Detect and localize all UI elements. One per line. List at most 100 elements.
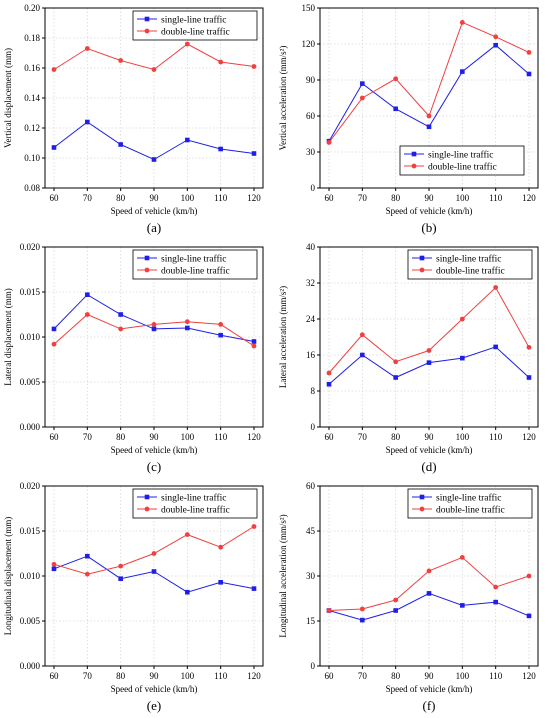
series-double-line: [51, 41, 257, 72]
x-tick-label: 100: [181, 432, 195, 442]
data-point-square: [51, 326, 57, 332]
data-point-circle: [51, 67, 57, 72]
x-tick-label: 110: [214, 193, 228, 203]
data-point-square: [426, 360, 432, 365]
y-axis-label: Lateral acceleration (mm/s²): [278, 286, 288, 388]
panel-label: (e): [147, 698, 161, 713]
data-point-square: [426, 124, 432, 130]
legend-marker-square: [411, 151, 417, 157]
series-single-line: [326, 344, 532, 387]
y-tick-label: 120: [302, 39, 316, 49]
x-tick-label: 120: [522, 432, 536, 442]
data-point-circle: [393, 76, 399, 82]
data-point-square: [118, 142, 123, 147]
panel-label: (c): [147, 459, 161, 474]
legend-label: single-line traffic: [436, 254, 502, 265]
plot-area: 0 8 16 24 32 40 60 70 80 90 100 110 120: [306, 242, 539, 442]
y-tick-label: 0.12: [24, 123, 40, 133]
data-point-circle: [393, 597, 399, 603]
legend-box: [407, 249, 533, 280]
data-point-square: [326, 381, 332, 387]
legend-label: single-line traffic: [161, 254, 227, 265]
data-point-square: [185, 325, 190, 331]
legend-marker-circle: [419, 506, 425, 512]
y-tick-label: 0.14: [24, 93, 40, 103]
x-tick-label: 90: [150, 671, 160, 681]
y-tick-label: 0.010: [20, 571, 41, 581]
legend-label: single-line traffic: [436, 493, 502, 504]
data-point-square: [493, 344, 498, 350]
x-tick-label: 100: [181, 671, 195, 681]
chart-panel: 0.000 0.005 0.010 0.015 0.020 60 70 80 90 100 110 1…: [3, 481, 264, 713]
data-point-circle: [84, 312, 90, 317]
y-tick-label: 45: [306, 526, 316, 536]
data-point-circle: [218, 322, 224, 327]
x-axis-label: Speed of vehicle (km/h): [111, 206, 198, 216]
data-point-square: [493, 42, 498, 48]
data-point-circle: [118, 58, 124, 63]
data-point-square: [360, 81, 365, 86]
data-point-circle: [359, 95, 365, 101]
plot-area: 0.08 0.10 0.12 0.14 0.16 0.18 0.20 60 70 80 90 100 1…: [24, 3, 264, 203]
y-tick-label: 0.000: [20, 422, 41, 432]
y-tick-label: 0.005: [20, 377, 41, 387]
data-point-circle: [251, 524, 257, 529]
y-axis-label: Vertical displacement (mm): [3, 48, 13, 148]
y-tick-label: 0.18: [24, 33, 40, 43]
legend-marker-square: [144, 255, 150, 261]
y-tick-label: 0: [311, 661, 316, 671]
data-point-square: [426, 591, 432, 596]
panel-label: (a): [147, 220, 161, 235]
x-axis-label: Speed of vehicle (km/h): [386, 206, 473, 216]
x-tick-label: 80: [391, 671, 401, 681]
legend-marker-square: [419, 255, 425, 261]
data-point-circle: [426, 113, 432, 119]
legend-marker-square: [419, 494, 425, 500]
legend-marker-circle: [419, 267, 425, 273]
data-point-circle: [359, 606, 365, 612]
x-tick-label: 120: [247, 671, 261, 681]
data-point-circle: [459, 555, 465, 560]
x-tick-label: 60: [325, 193, 335, 203]
data-point-square: [51, 145, 57, 150]
data-point-circle: [184, 41, 190, 47]
legend-label: double-line traffic: [428, 162, 497, 173]
y-tick-label: 30: [306, 571, 316, 581]
series-single-line: [51, 553, 257, 595]
data-point-square: [185, 589, 190, 595]
x-tick-label: 110: [489, 193, 503, 203]
x-tick-label: 100: [456, 432, 470, 442]
x-axis-label: Speed of vehicle (km/h): [386, 684, 473, 694]
x-tick-label: 70: [358, 671, 368, 681]
legend-label: single-line traffic: [428, 150, 494, 161]
data-point-circle: [251, 64, 257, 69]
x-tick-label: 110: [489, 432, 503, 442]
y-tick-label: 0.000: [20, 661, 41, 671]
y-tick-label: 0.08: [24, 183, 40, 193]
y-tick-label: 90: [306, 75, 316, 85]
y-tick-label: 8: [311, 386, 316, 396]
data-point-square: [85, 119, 90, 125]
series-single-line: [51, 292, 257, 344]
y-tick-label: 0.015: [20, 287, 41, 297]
series-double-line: [51, 524, 257, 577]
legend-marker-square: [144, 494, 150, 500]
y-tick-label: 0.020: [20, 481, 41, 491]
x-tick-label: 120: [522, 671, 536, 681]
data-point-square: [85, 292, 90, 297]
legend-marker-circle: [144, 28, 150, 34]
data-point-square: [526, 71, 532, 77]
x-tick-label: 90: [425, 671, 435, 681]
data-point-square: [526, 375, 532, 380]
data-point-square: [151, 569, 157, 574]
x-tick-label: 60: [325, 671, 335, 681]
data-point-square: [251, 339, 257, 344]
x-tick-label: 90: [425, 193, 435, 203]
legend-box: [132, 10, 258, 41]
chart-panel: 0.000 0.005 0.010 0.015 0.020 60 70 80 90 100 110 1…: [3, 242, 264, 474]
data-point-circle: [251, 343, 257, 349]
y-tick-label: 0.10: [24, 153, 40, 163]
